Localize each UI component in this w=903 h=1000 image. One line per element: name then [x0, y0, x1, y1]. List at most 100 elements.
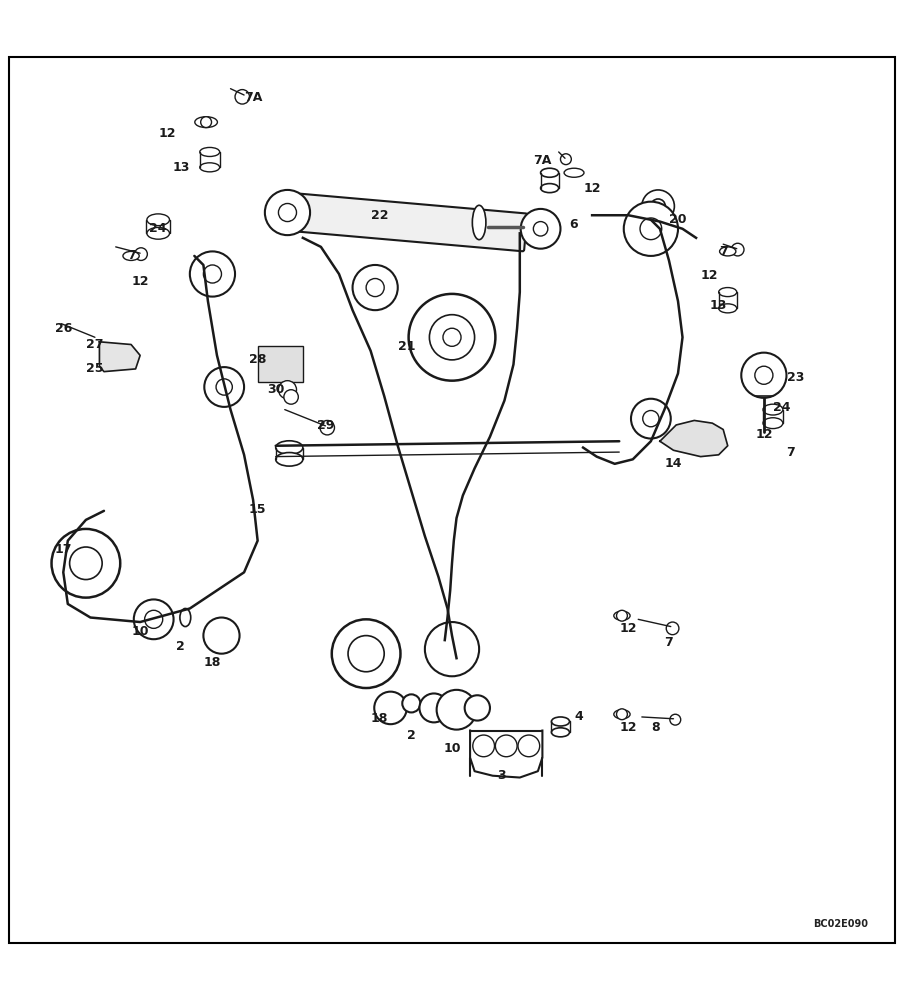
Text: 21: 21: [397, 340, 415, 353]
Circle shape: [520, 209, 560, 249]
Text: 7: 7: [664, 636, 673, 649]
Text: 23: 23: [786, 371, 804, 384]
Text: 24: 24: [149, 222, 167, 235]
Ellipse shape: [540, 168, 558, 177]
Text: 24: 24: [772, 401, 790, 414]
Circle shape: [424, 622, 479, 676]
Ellipse shape: [551, 728, 569, 737]
Text: 12: 12: [619, 622, 637, 635]
Text: 30: 30: [266, 383, 284, 396]
Text: 12: 12: [582, 182, 600, 195]
Ellipse shape: [275, 441, 303, 454]
Text: 13: 13: [709, 299, 727, 312]
Circle shape: [669, 714, 680, 725]
Polygon shape: [659, 420, 727, 457]
Text: 6: 6: [569, 218, 578, 231]
Circle shape: [666, 622, 678, 635]
Circle shape: [419, 693, 448, 722]
Ellipse shape: [718, 288, 736, 297]
Circle shape: [630, 399, 670, 439]
Circle shape: [740, 353, 786, 398]
Text: 2: 2: [176, 640, 185, 653]
Circle shape: [436, 690, 476, 730]
Circle shape: [203, 618, 239, 654]
Circle shape: [284, 390, 298, 404]
Circle shape: [331, 619, 400, 688]
Ellipse shape: [718, 304, 736, 313]
Text: 13: 13: [172, 161, 190, 174]
Text: 22: 22: [370, 209, 388, 222]
Ellipse shape: [613, 611, 629, 620]
Circle shape: [402, 694, 420, 712]
Ellipse shape: [472, 205, 486, 240]
Ellipse shape: [195, 117, 218, 128]
Text: 8: 8: [650, 721, 659, 734]
Ellipse shape: [180, 608, 191, 627]
Circle shape: [135, 248, 147, 260]
Circle shape: [190, 251, 235, 297]
Ellipse shape: [146, 214, 170, 226]
Ellipse shape: [563, 168, 583, 177]
Text: 7: 7: [718, 245, 727, 258]
Circle shape: [408, 294, 495, 381]
Circle shape: [495, 735, 517, 757]
Circle shape: [278, 381, 296, 399]
Ellipse shape: [123, 251, 139, 260]
Text: 12: 12: [754, 428, 772, 441]
Text: 29: 29: [316, 419, 334, 432]
Circle shape: [429, 315, 474, 360]
Bar: [257, 346, 303, 382]
Text: 26: 26: [54, 322, 72, 335]
Text: 12: 12: [158, 127, 176, 140]
Text: 20: 20: [668, 213, 686, 226]
Text: 7: 7: [126, 249, 135, 262]
Ellipse shape: [762, 404, 782, 415]
Text: 7A: 7A: [244, 91, 262, 104]
Circle shape: [650, 199, 665, 213]
Ellipse shape: [200, 163, 219, 172]
FancyBboxPatch shape: [295, 194, 526, 251]
Circle shape: [235, 90, 249, 104]
Ellipse shape: [613, 710, 629, 719]
Circle shape: [352, 265, 397, 310]
Circle shape: [134, 599, 173, 639]
Text: 2: 2: [406, 729, 415, 742]
Text: 15: 15: [248, 503, 266, 516]
Circle shape: [51, 529, 120, 598]
Circle shape: [616, 610, 627, 621]
Circle shape: [320, 420, 334, 435]
Circle shape: [265, 190, 310, 235]
Circle shape: [144, 610, 163, 628]
Text: 27: 27: [86, 338, 104, 351]
Circle shape: [366, 279, 384, 297]
Text: 28: 28: [248, 353, 266, 366]
Circle shape: [204, 367, 244, 407]
Ellipse shape: [275, 453, 303, 466]
Circle shape: [464, 695, 489, 721]
Text: 12: 12: [619, 721, 637, 734]
Ellipse shape: [540, 184, 558, 193]
Polygon shape: [99, 342, 140, 372]
Ellipse shape: [146, 227, 170, 239]
Circle shape: [517, 735, 539, 757]
Ellipse shape: [719, 247, 735, 256]
Text: 7A: 7A: [533, 154, 551, 167]
Circle shape: [472, 735, 494, 757]
Text: 4: 4: [573, 710, 582, 723]
Circle shape: [639, 218, 661, 240]
Circle shape: [560, 154, 571, 165]
Circle shape: [200, 117, 211, 128]
Text: 10: 10: [442, 742, 461, 755]
Ellipse shape: [200, 147, 219, 156]
Ellipse shape: [551, 717, 569, 726]
Circle shape: [533, 222, 547, 236]
Circle shape: [70, 547, 102, 580]
Text: BC02E090: BC02E090: [812, 919, 867, 929]
Circle shape: [616, 709, 627, 720]
Circle shape: [374, 692, 406, 724]
Circle shape: [203, 265, 221, 283]
Circle shape: [442, 328, 461, 346]
Circle shape: [348, 636, 384, 672]
Circle shape: [642, 411, 658, 427]
Circle shape: [641, 190, 674, 222]
